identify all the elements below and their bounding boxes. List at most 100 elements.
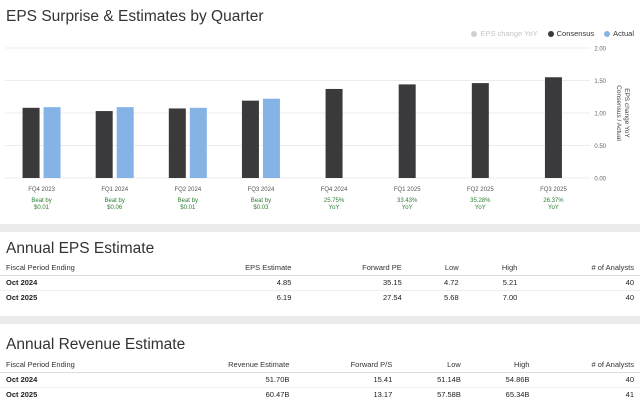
table-cell: 7.00: [502, 293, 518, 303]
x-tick-label: FQ4 2024: [321, 187, 348, 193]
consensus-bar: [22, 107, 40, 178]
x-tick-label: FQ1 2024: [101, 187, 128, 193]
table-row: Oct 2024 51.70B 15.41 51.14B 54.86B 40: [0, 372, 640, 387]
quarter-annotation-line1: 26.37%: [543, 198, 564, 204]
x-tick-label: FQ3 2024: [248, 187, 275, 193]
consensus-bar: [95, 111, 113, 178]
table-cell: 5.68: [444, 293, 459, 303]
consensus-bar: [544, 77, 562, 178]
y-tick-label: 1.50: [594, 79, 606, 85]
table-cell: 60.47B: [265, 390, 290, 400]
quarter-annotation-line1: Beat by: [178, 198, 198, 204]
quarter-annotation-line1: 25.75%: [324, 198, 345, 204]
actual-bar: [116, 107, 134, 178]
annual-eps-title: Annual EPS Estimate: [6, 240, 155, 257]
quarter-annotation-line1: 33.43%: [397, 198, 418, 204]
consensus-legend-swatch: [547, 30, 554, 37]
table-cell: 51.70B: [265, 375, 290, 384]
legend-label: EPS change YoY: [480, 29, 538, 38]
legend-item-actual[interactable]: Actual: [604, 29, 634, 38]
column-header: Revenue Estimate: [228, 360, 290, 370]
table-cell: Oct 2024: [6, 278, 38, 287]
column-header: Forward PE: [362, 263, 402, 273]
annual-revenue-table: Fiscal Period Ending Revenue Estimate Fo…: [0, 358, 640, 402]
legend-item-consensus[interactable]: Consensus: [547, 29, 595, 38]
x-tick-label: FQ2 2024: [174, 187, 201, 193]
quarter-annotation-line1: Beat by: [105, 198, 125, 204]
quarter-annotation-line1: 35.28%: [470, 198, 491, 204]
column-header: High: [514, 360, 530, 370]
legend-label: Actual: [613, 29, 634, 38]
table-cell: Oct 2024: [6, 375, 38, 384]
annual-eps-table: Fiscal Period Ending EPS Estimate Forwar…: [0, 261, 640, 305]
table-cell: 6.19: [276, 293, 292, 303]
y-axis-label: Consensus / Actual: [615, 85, 622, 141]
actual-bar: [189, 107, 207, 178]
quarter-annotation-line2: $0.01: [180, 205, 196, 211]
column-header: # of Analysts: [591, 263, 634, 273]
table-cell: 54.86B: [505, 375, 530, 384]
quarter-annotation-line2: YoY: [548, 205, 559, 211]
x-tick-label: FQ1 2025: [394, 187, 421, 193]
chart-legend: EPS change YoY Consensus Actual: [471, 29, 634, 38]
quarter-annotation-line1: Beat by: [31, 198, 51, 204]
annual-eps-panel: Annual EPS Estimate Fiscal Period Ending…: [0, 232, 640, 316]
table-cell: 57.58B: [437, 390, 461, 400]
y-tick-label: 1.00: [594, 112, 606, 118]
table-cell: 65.34B: [505, 390, 530, 400]
table-row: Oct 2024 4.85 35.15 4.72 5.21 40: [0, 275, 640, 290]
quarter-annotation-line2: $0.06: [107, 205, 123, 211]
column-header: High: [501, 263, 518, 273]
table-cell: 4.72: [444, 278, 459, 287]
table-cell: 27.54: [382, 293, 402, 303]
actual-bar: [43, 107, 61, 178]
table-cell: Oct 2025: [6, 390, 38, 400]
quarter-annotation-line1: Beat by: [251, 198, 271, 204]
quarter-annotation-line2: YoY: [329, 205, 340, 211]
table-cell: Oct 2025: [6, 293, 38, 303]
table-row: Oct 2025 6.19 27.54 5.68 7.00 40: [0, 290, 640, 305]
consensus-bar: [168, 108, 186, 178]
chart-title: EPS Surprise & Estimates by Quarter: [6, 8, 264, 25]
annual-revenue-title: Annual Revenue Estimate: [6, 336, 186, 353]
x-tick-label: FQ3 2025: [540, 187, 567, 193]
consensus-bar: [471, 83, 489, 178]
table-header-row: Fiscal Period Ending Revenue Estimate Fo…: [0, 358, 640, 372]
quarter-annotation-line2: $0.01: [34, 205, 50, 211]
column-header: Low: [447, 360, 461, 370]
table-cell: 5.21: [502, 278, 518, 287]
table-cell: 40: [625, 278, 634, 287]
y-tick-label: 0.00: [594, 177, 606, 183]
quarter-annotation-line2: $0.03: [253, 205, 269, 211]
eps-chart: 2.00 1.50 1.00 0.50 0.00 EPS change YoYConsen…: [5, 47, 630, 211]
consensus-bar: [398, 84, 416, 178]
actual-bar: [262, 98, 280, 178]
x-tick-label: FQ2 2025: [467, 187, 494, 193]
annual-revenue-panel: Annual Revenue Estimate Fiscal Period En…: [0, 324, 640, 402]
quarter-annotation-line2: YoY: [402, 205, 413, 211]
quarter-annotation-line2: YoY: [475, 205, 486, 211]
column-header: Forward P/S: [350, 360, 393, 370]
legend-item-eps-change[interactable]: EPS change YoY: [471, 29, 538, 38]
y-tick-label: 0.50: [594, 144, 606, 150]
column-header: Fiscal Period Ending: [6, 360, 75, 370]
x-tick-label: FQ4 2023: [28, 187, 55, 193]
table-cell: 35.15: [382, 278, 402, 287]
column-header: # of Analysts: [591, 360, 634, 370]
eps-surprise-panel: 2.00 1.50 1.00 0.50 0.00 EPS change YoY Consen…: [0, 0, 640, 224]
table-cell: 40: [625, 375, 634, 384]
column-header: EPS Estimate: [245, 263, 292, 273]
column-header: Low: [444, 263, 459, 273]
table-cell: 4.85: [276, 278, 292, 287]
table-cell: 15.41: [373, 375, 393, 384]
y-tick-label: 2.00: [594, 47, 606, 53]
actual-legend-swatch: [604, 30, 611, 37]
table-cell: 51.14B: [437, 375, 461, 384]
column-header: Fiscal Period Ending: [6, 263, 75, 273]
table-cell: 41: [625, 390, 634, 400]
legend-label: Consensus: [556, 29, 595, 38]
y-axis-label: EPS change YoY: [623, 88, 630, 138]
table-row: Oct 2025 60.47B 13.17 57.58B 65.34B 41: [0, 387, 640, 402]
eps-change-legend-swatch: [471, 30, 478, 37]
consensus-bar: [241, 100, 259, 178]
